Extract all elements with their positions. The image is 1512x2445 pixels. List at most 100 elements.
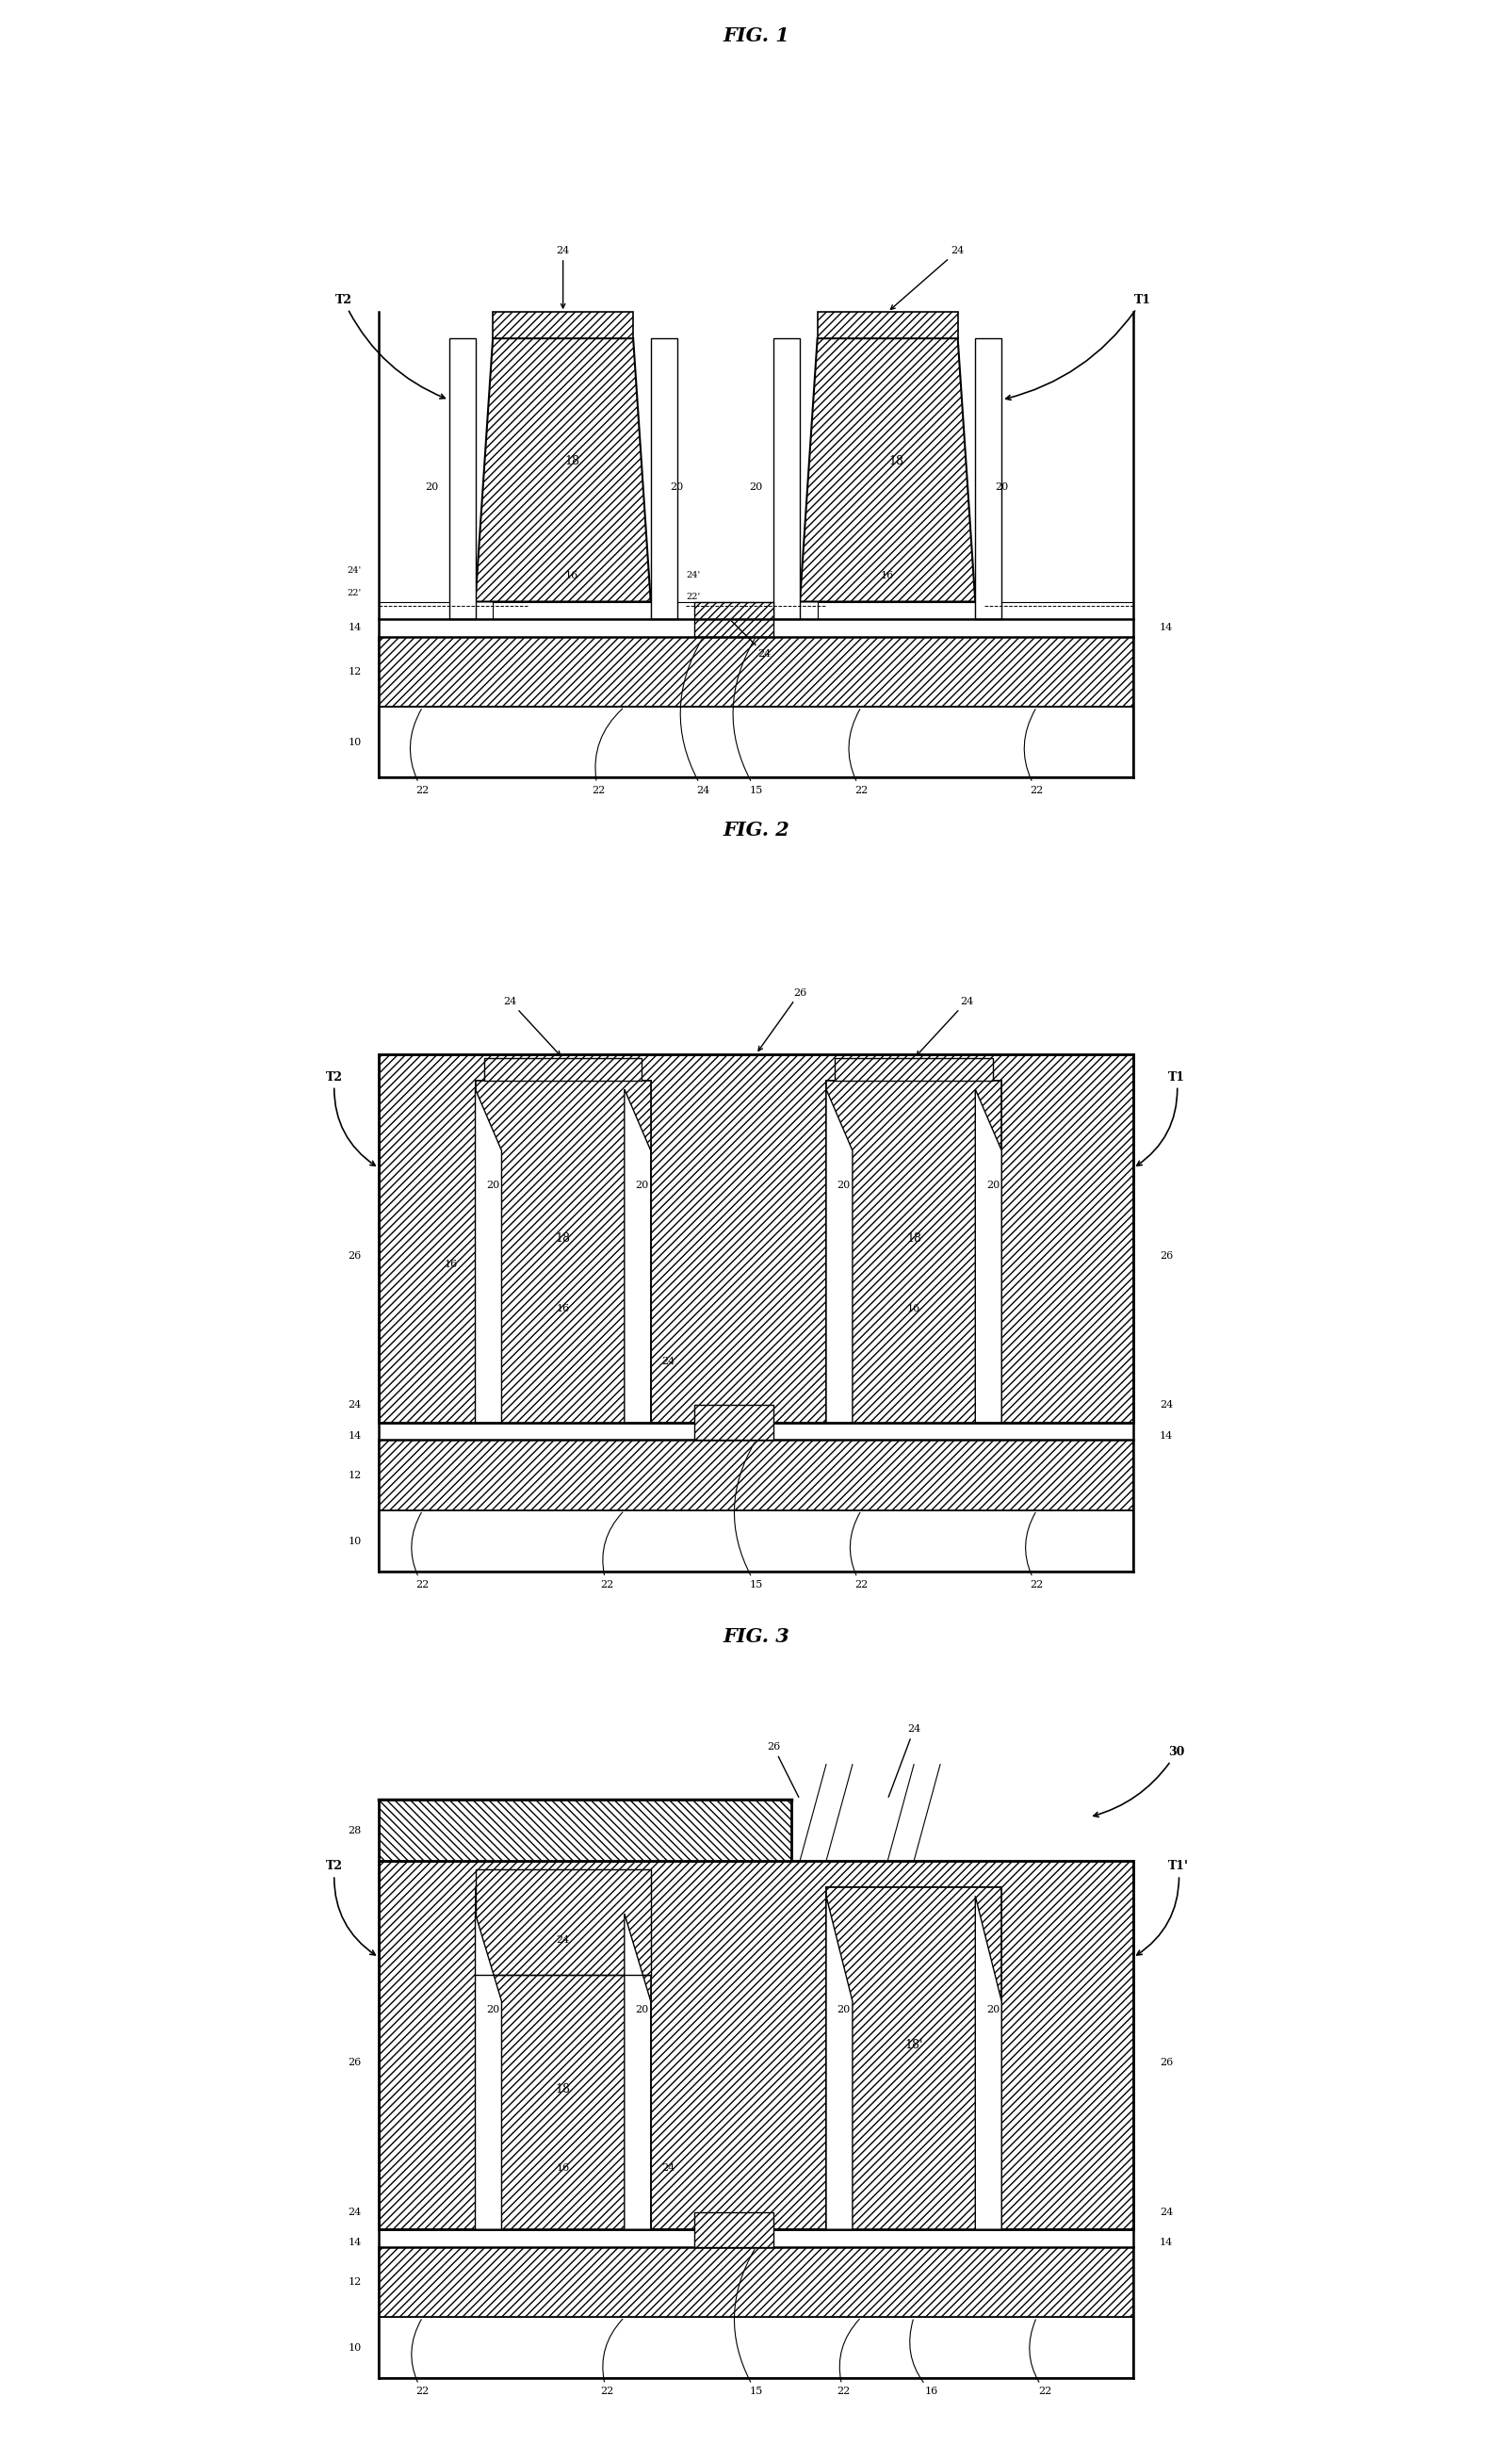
Bar — [826, 1888, 1001, 2230]
Text: 22: 22 — [850, 1513, 868, 1589]
Text: 14: 14 — [348, 623, 361, 633]
Text: 15: 15 — [735, 1443, 762, 1589]
Text: 24: 24 — [503, 998, 561, 1056]
Text: 14: 14 — [1160, 2237, 1173, 2247]
Text: 22': 22' — [686, 594, 700, 601]
Bar — [380, 1861, 1132, 2230]
Polygon shape — [475, 1088, 502, 1423]
Text: 20: 20 — [487, 2005, 499, 2015]
Bar — [475, 1888, 650, 2230]
Text: 12: 12 — [348, 667, 361, 677]
Bar — [380, 2230, 1132, 2247]
Bar — [380, 2247, 1132, 2318]
Text: T1': T1' — [1137, 1861, 1188, 1956]
Text: 20: 20 — [635, 2005, 649, 2015]
Text: 24: 24 — [1160, 2208, 1173, 2218]
Text: 10: 10 — [348, 2342, 361, 2352]
Text: 24': 24' — [346, 567, 361, 575]
Text: 22: 22 — [838, 2318, 859, 2396]
Text: 10: 10 — [348, 1535, 361, 1545]
Bar — [826, 1081, 1001, 1423]
Text: 24: 24 — [891, 247, 965, 311]
Polygon shape — [624, 1914, 650, 2230]
Bar — [694, 601, 774, 636]
Bar — [975, 337, 1001, 619]
Text: 20: 20 — [750, 482, 762, 491]
Polygon shape — [975, 1895, 1001, 2230]
Text: 18: 18 — [555, 1232, 570, 1245]
Text: T1: T1 — [1137, 1071, 1185, 1166]
Polygon shape — [475, 1914, 502, 2230]
Polygon shape — [624, 1088, 650, 1423]
Text: 22: 22 — [591, 709, 623, 795]
Bar — [380, 1800, 791, 1861]
Text: 26: 26 — [1160, 2059, 1173, 2068]
Bar — [493, 313, 634, 337]
Text: 22: 22 — [410, 709, 429, 795]
Text: 24: 24 — [348, 1401, 361, 1411]
Text: 24: 24 — [348, 2208, 361, 2218]
Text: 22: 22 — [1030, 2320, 1052, 2396]
Polygon shape — [975, 1088, 1001, 1423]
Text: 20: 20 — [487, 1181, 499, 1191]
Text: 14: 14 — [1160, 623, 1173, 633]
Text: 18': 18' — [904, 2039, 924, 2051]
Bar — [380, 636, 1132, 707]
Bar — [380, 2318, 1132, 2379]
Text: 26: 26 — [348, 1252, 361, 1262]
Text: 16: 16 — [556, 2164, 570, 2174]
Text: 22': 22' — [346, 589, 361, 597]
Text: 10: 10 — [348, 738, 361, 746]
Text: 24': 24' — [686, 572, 700, 579]
Bar — [380, 619, 1132, 636]
Polygon shape — [475, 337, 650, 601]
Text: 22: 22 — [411, 1513, 429, 1589]
Text: 14: 14 — [348, 1430, 361, 1440]
Text: T1: T1 — [1005, 293, 1151, 401]
Text: 20: 20 — [838, 2005, 850, 2015]
Text: 14: 14 — [1160, 1430, 1173, 1440]
Text: T2: T2 — [336, 293, 445, 399]
Bar — [694, 1406, 774, 1440]
Bar — [826, 1888, 1001, 2230]
Text: 18: 18 — [906, 1232, 921, 1245]
Bar — [650, 337, 677, 619]
Text: 26: 26 — [759, 988, 806, 1051]
Text: 16: 16 — [445, 1259, 458, 1269]
Bar — [818, 313, 957, 337]
Text: 20: 20 — [986, 2005, 999, 2015]
Text: 24: 24 — [680, 638, 711, 795]
Text: 18: 18 — [555, 2083, 570, 2095]
Bar — [380, 707, 1132, 778]
Text: 22: 22 — [411, 2320, 429, 2396]
Text: 24: 24 — [556, 247, 570, 308]
Text: 28: 28 — [348, 1826, 361, 1834]
Text: 20: 20 — [986, 1181, 999, 1191]
Text: 24: 24 — [662, 2164, 674, 2174]
Text: 20: 20 — [670, 482, 683, 491]
Text: 20: 20 — [425, 482, 438, 491]
Text: 24: 24 — [732, 621, 771, 660]
Polygon shape — [826, 1088, 853, 1423]
Polygon shape — [826, 1895, 853, 2230]
Text: 22: 22 — [600, 1511, 623, 1589]
Text: 16: 16 — [910, 2320, 937, 2396]
Text: 24: 24 — [1160, 1401, 1173, 1411]
Text: 15: 15 — [733, 638, 762, 795]
Bar — [475, 1081, 650, 1423]
Bar — [818, 601, 975, 619]
Text: 18: 18 — [564, 455, 579, 467]
Text: 15: 15 — [735, 2249, 762, 2396]
Text: 26: 26 — [348, 2059, 361, 2068]
Bar — [475, 1870, 650, 1976]
Text: 24: 24 — [889, 1724, 921, 1797]
Text: 24: 24 — [556, 1934, 570, 1944]
Text: 16: 16 — [565, 570, 579, 579]
Text: 16: 16 — [556, 1303, 570, 1313]
Text: 30: 30 — [1093, 1746, 1184, 1817]
Bar — [449, 337, 475, 619]
Title: FIG. 1: FIG. 1 — [723, 27, 789, 44]
Text: 14: 14 — [348, 2237, 361, 2247]
Polygon shape — [800, 337, 975, 601]
Text: 22: 22 — [1025, 1513, 1043, 1589]
